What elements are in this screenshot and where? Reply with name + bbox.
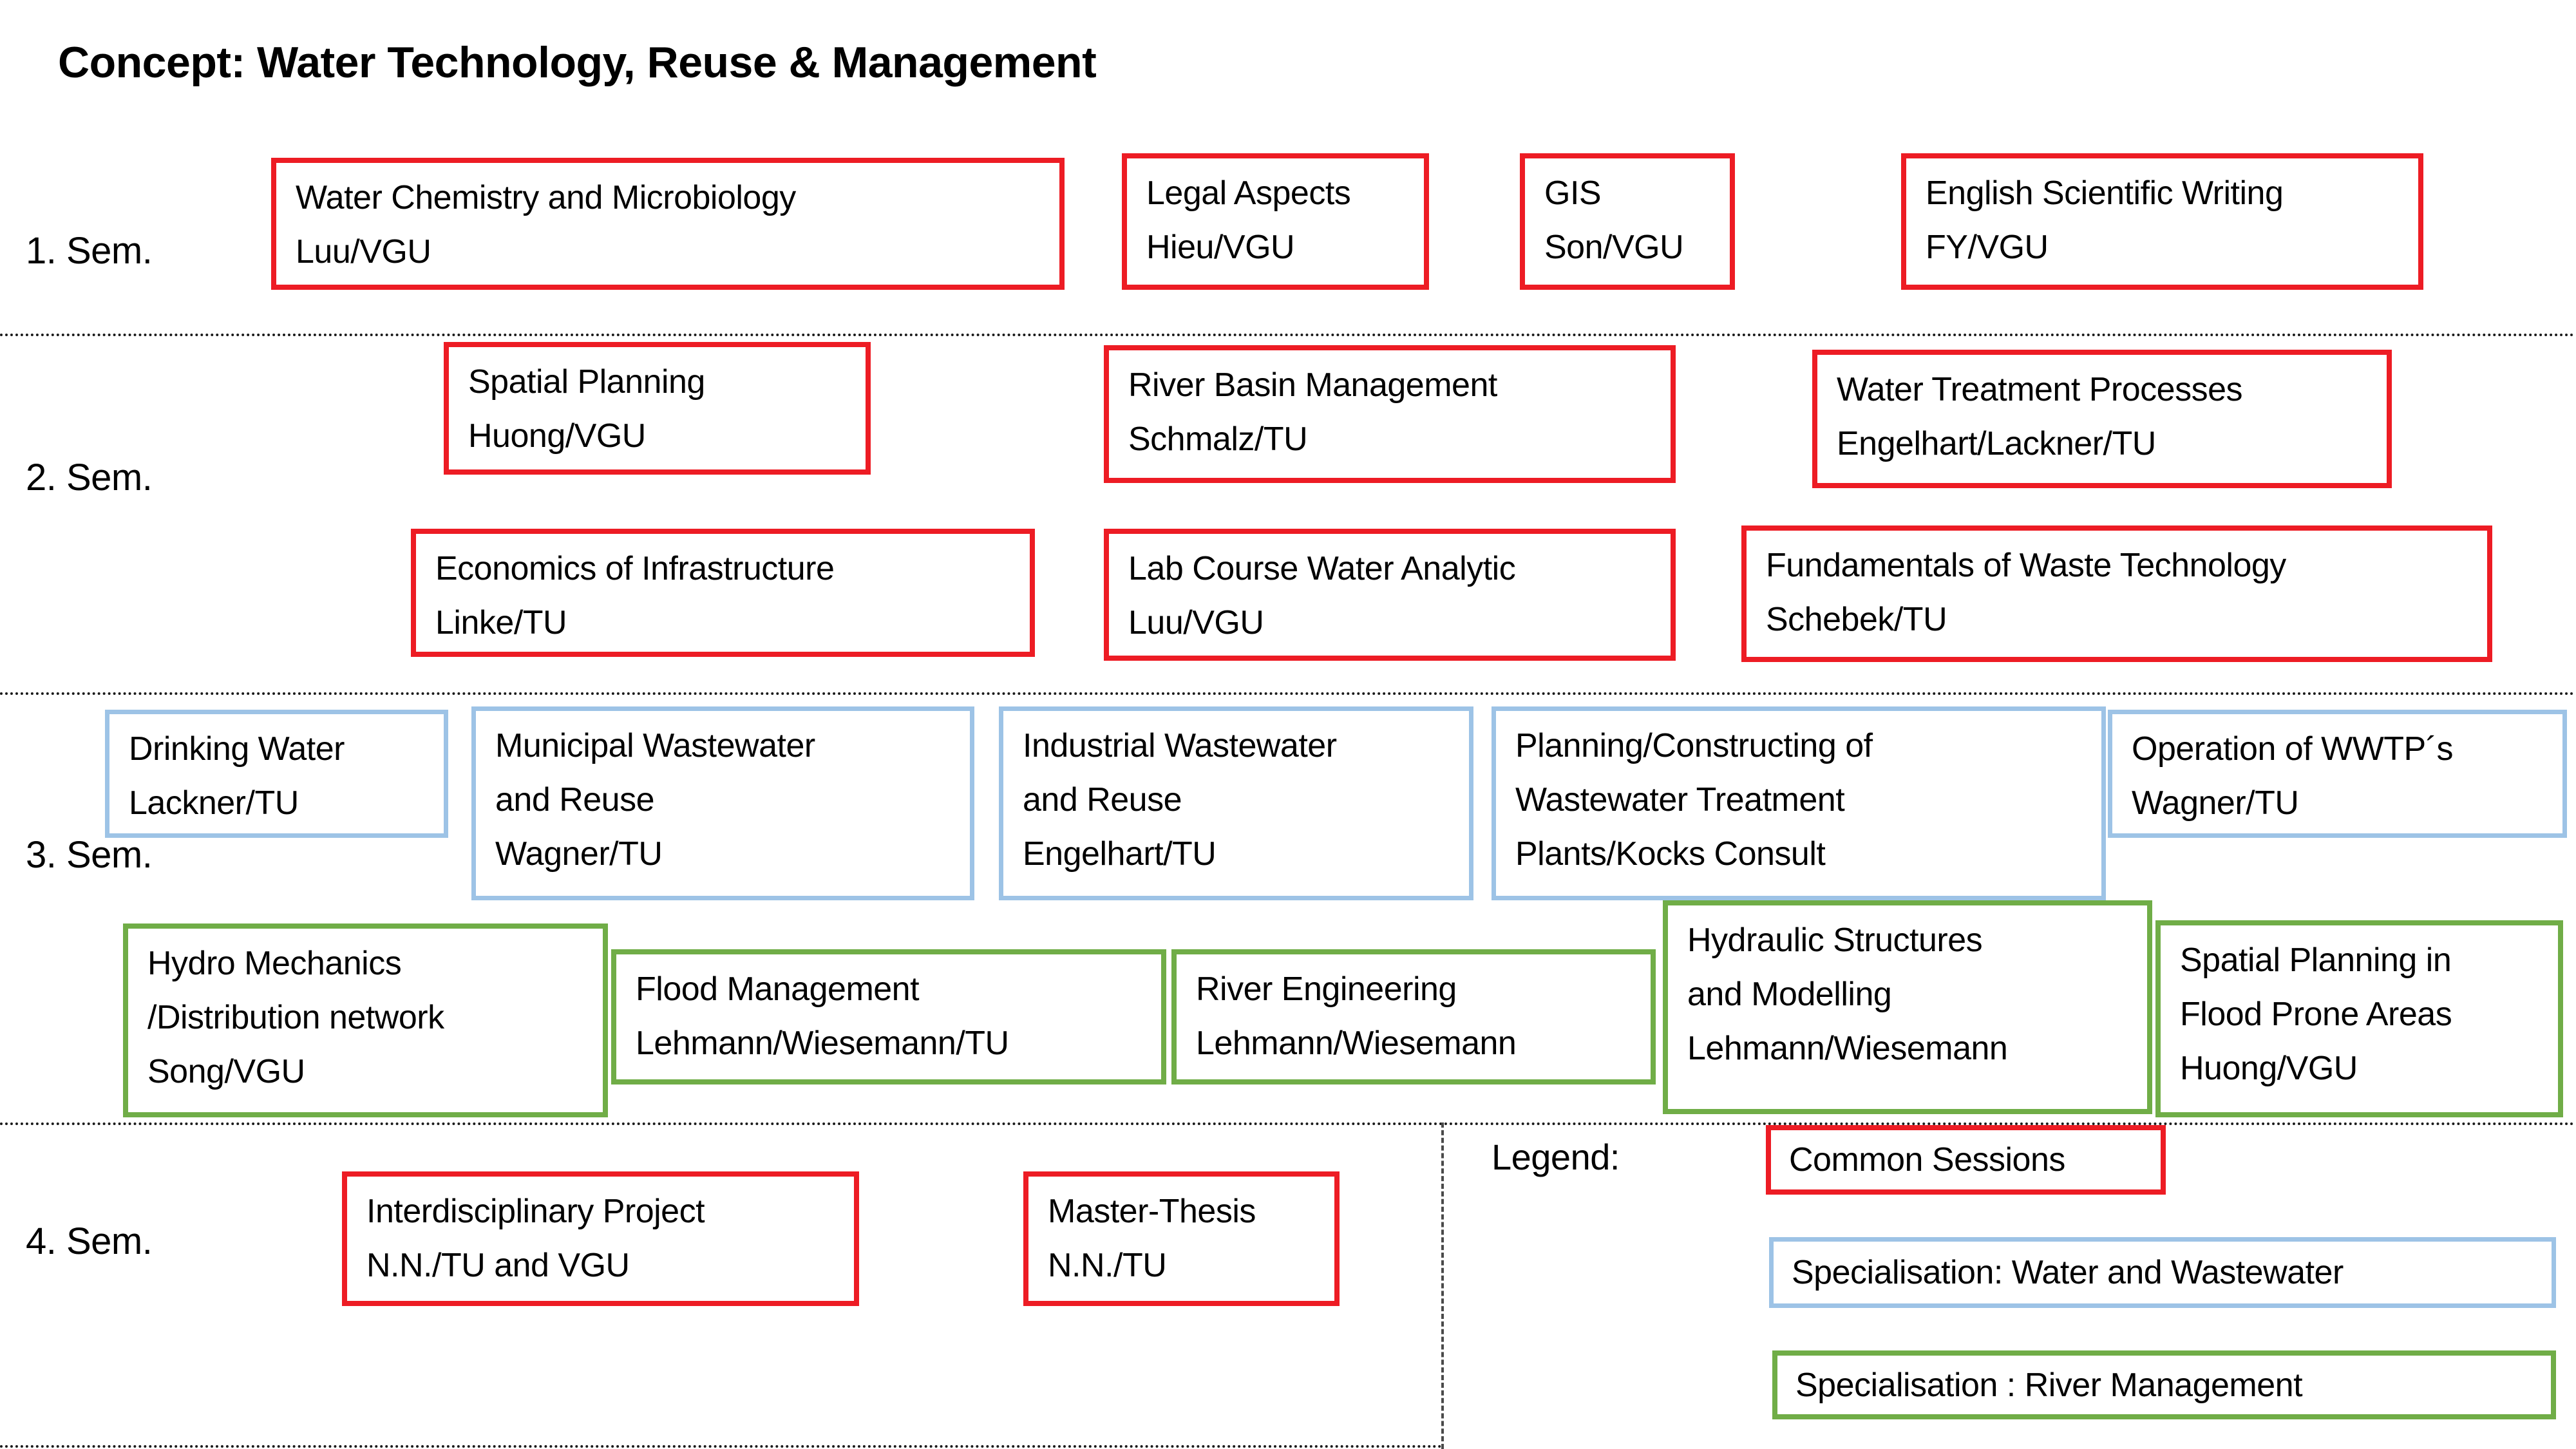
course-lecturer: Lehmann/Wiesemann	[1687, 1030, 2008, 1067]
course-title: Municipal Wastewater	[495, 727, 815, 764]
course-box-municipal-wastewater: Municipal Wastewater and Reuse Wagner/TU	[471, 706, 974, 900]
course-title: and Reuse	[1023, 781, 1182, 819]
course-title: Fundamentals of Waste Technology	[1766, 547, 2286, 584]
course-title: Water Treatment Processes	[1837, 371, 2243, 408]
course-title: Economics of Infrastructure	[435, 550, 835, 587]
course-title: English Scientific Writing	[1926, 175, 2284, 212]
course-box-planning-constructing-wwtp: Planning/Constructing of Wastewater Trea…	[1492, 706, 2106, 900]
course-title: Wastewater Treatment	[1515, 781, 1845, 819]
course-title: River Basin Management	[1128, 366, 1497, 404]
course-title: Spatial Planning	[468, 363, 705, 401]
course-title: Hydraulic Structures	[1687, 922, 1983, 959]
course-lecturer: Luu/VGU	[296, 233, 431, 270]
course-lecturer: Linke/TU	[435, 604, 567, 641]
course-box-economics-of-infrastructure: Economics of Infrastructure Linke/TU	[411, 529, 1035, 657]
course-box-legal-aspects: Legal Aspects Hieu/VGU	[1122, 153, 1429, 290]
course-lecturer: Engelhart/TU	[1023, 835, 1217, 873]
legend-specialisation-river-text: Specialisation : River Management	[1795, 1366, 2303, 1404]
course-box-river-basin-management: River Basin Management Schmalz/TU	[1104, 345, 1676, 483]
semester-label-4: 4. Sem.	[26, 1220, 153, 1262]
course-lecturer: Schmalz/TU	[1128, 421, 1308, 458]
course-title: Lab Course Water Analytic	[1128, 550, 1516, 587]
page-title: Concept: Water Technology, Reuse & Manag…	[58, 38, 1097, 87]
course-title: River Engineering	[1196, 971, 1457, 1008]
legend-specialisation-river-management: Specialisation : River Management	[1772, 1350, 2556, 1419]
course-box-industrial-wastewater: Industrial Wastewater and Reuse Engelhar…	[999, 706, 1473, 900]
course-box-spatial-planning-flood-prone: Spatial Planning in Flood Prone Areas Hu…	[2155, 920, 2563, 1117]
separator-bottom	[0, 1445, 1443, 1448]
separator-sem1-sem2	[0, 334, 2576, 336]
separator-sem2-sem3	[0, 692, 2576, 695]
semester-label-1: 1. Sem.	[26, 230, 153, 272]
course-box-hydraulic-structures: Hydraulic Structures and Modelling Lehma…	[1663, 900, 2152, 1114]
course-lecturer: Song/VGU	[147, 1053, 305, 1090]
course-box-lab-course-water-analytic: Lab Course Water Analytic Luu/VGU	[1104, 529, 1676, 661]
course-box-operation-of-wwtp: Operation of WWTP´s Wagner/TU	[2108, 710, 2567, 838]
course-box-hydro-mechanics: Hydro Mechanics /Distribution network So…	[123, 923, 608, 1117]
separator-legend-vertical	[1441, 1122, 1444, 1449]
course-lecturer: Wagner/TU	[2132, 784, 2299, 822]
course-box-interdisciplinary-project: Interdisciplinary Project N.N./TU and VG…	[342, 1171, 859, 1306]
course-title: GIS	[1544, 175, 1602, 212]
course-lecturer: Plants/Kocks Consult	[1515, 835, 1826, 873]
course-title: Industrial Wastewater	[1023, 727, 1337, 764]
semester-label-3: 3. Sem.	[26, 834, 153, 876]
legend-common-sessions-text: Common Sessions	[1789, 1141, 2065, 1179]
course-title: Hydro Mechanics	[147, 945, 402, 982]
course-title: Spatial Planning in	[2180, 942, 2452, 979]
course-lecturer: Engelhart/Lackner/TU	[1837, 425, 2156, 462]
course-lecturer: Luu/VGU	[1128, 604, 1264, 641]
legend-common-sessions: Common Sessions	[1766, 1125, 2166, 1195]
course-title: Interdisciplinary Project	[366, 1193, 705, 1230]
course-box-gis: GIS Son/VGU	[1520, 153, 1735, 290]
course-box-water-treatment-processes: Water Treatment Processes Engelhart/Lack…	[1812, 350, 2392, 488]
course-box-master-thesis: Master-Thesis N.N./TU	[1023, 1171, 1340, 1306]
course-lecturer: Schebek/TU	[1766, 601, 1947, 638]
course-box-spatial-planning: Spatial Planning Huong/VGU	[444, 342, 871, 475]
course-title: Flood Prone Areas	[2180, 996, 2452, 1033]
course-lecturer: Huong/VGU	[468, 417, 646, 455]
course-lecturer: Son/VGU	[1544, 229, 1684, 266]
course-box-river-engineering: River Engineering Lehmann/Wiesemann	[1171, 949, 1656, 1084]
course-lecturer: Lackner/TU	[129, 784, 299, 822]
course-title: and Modelling	[1687, 976, 1892, 1013]
course-lecturer: FY/VGU	[1926, 229, 2049, 266]
course-title: /Distribution network	[147, 999, 444, 1036]
course-lecturer: Lehmann/Wiesemann/TU	[636, 1025, 1009, 1062]
course-lecturer: Wagner/TU	[495, 835, 663, 873]
course-title: Water Chemistry and Microbiology	[296, 179, 796, 216]
course-box-flood-management: Flood Management Lehmann/Wiesemann/TU	[611, 949, 1166, 1084]
course-lecturer: N.N./TU and VGU	[366, 1247, 630, 1284]
course-title: Operation of WWTP´s	[2132, 730, 2454, 768]
course-box-water-chemistry: Water Chemistry and Microbiology Luu/VGU	[271, 158, 1065, 290]
course-lecturer: Huong/VGU	[2180, 1050, 2358, 1087]
course-title: Legal Aspects	[1146, 175, 1351, 212]
course-box-fundamentals-of-waste-technology: Fundamentals of Waste Technology Schebek…	[1741, 526, 2492, 662]
legend-label: Legend:	[1492, 1137, 1620, 1177]
course-box-drinking-water: Drinking Water Lackner/TU	[105, 710, 448, 838]
course-lecturer: Lehmann/Wiesemann	[1196, 1025, 1517, 1062]
legend-specialisation-water-text: Specialisation: Water and Wastewater	[1792, 1254, 2344, 1291]
course-lecturer: Hieu/VGU	[1146, 229, 1295, 266]
course-title: and Reuse	[495, 781, 655, 819]
course-lecturer: N.N./TU	[1048, 1247, 1167, 1284]
course-title: Planning/Constructing of	[1515, 727, 1873, 764]
separator-sem3-sem4	[0, 1122, 2576, 1125]
semester-label-2: 2. Sem.	[26, 457, 153, 498]
course-title: Flood Management	[636, 971, 920, 1008]
legend-specialisation-water-wastewater: Specialisation: Water and Wastewater	[1769, 1237, 2556, 1308]
course-title: Master-Thesis	[1048, 1193, 1256, 1230]
course-title: Drinking Water	[129, 730, 345, 768]
course-box-english-scientific-writing: English Scientific Writing FY/VGU	[1901, 153, 2423, 290]
